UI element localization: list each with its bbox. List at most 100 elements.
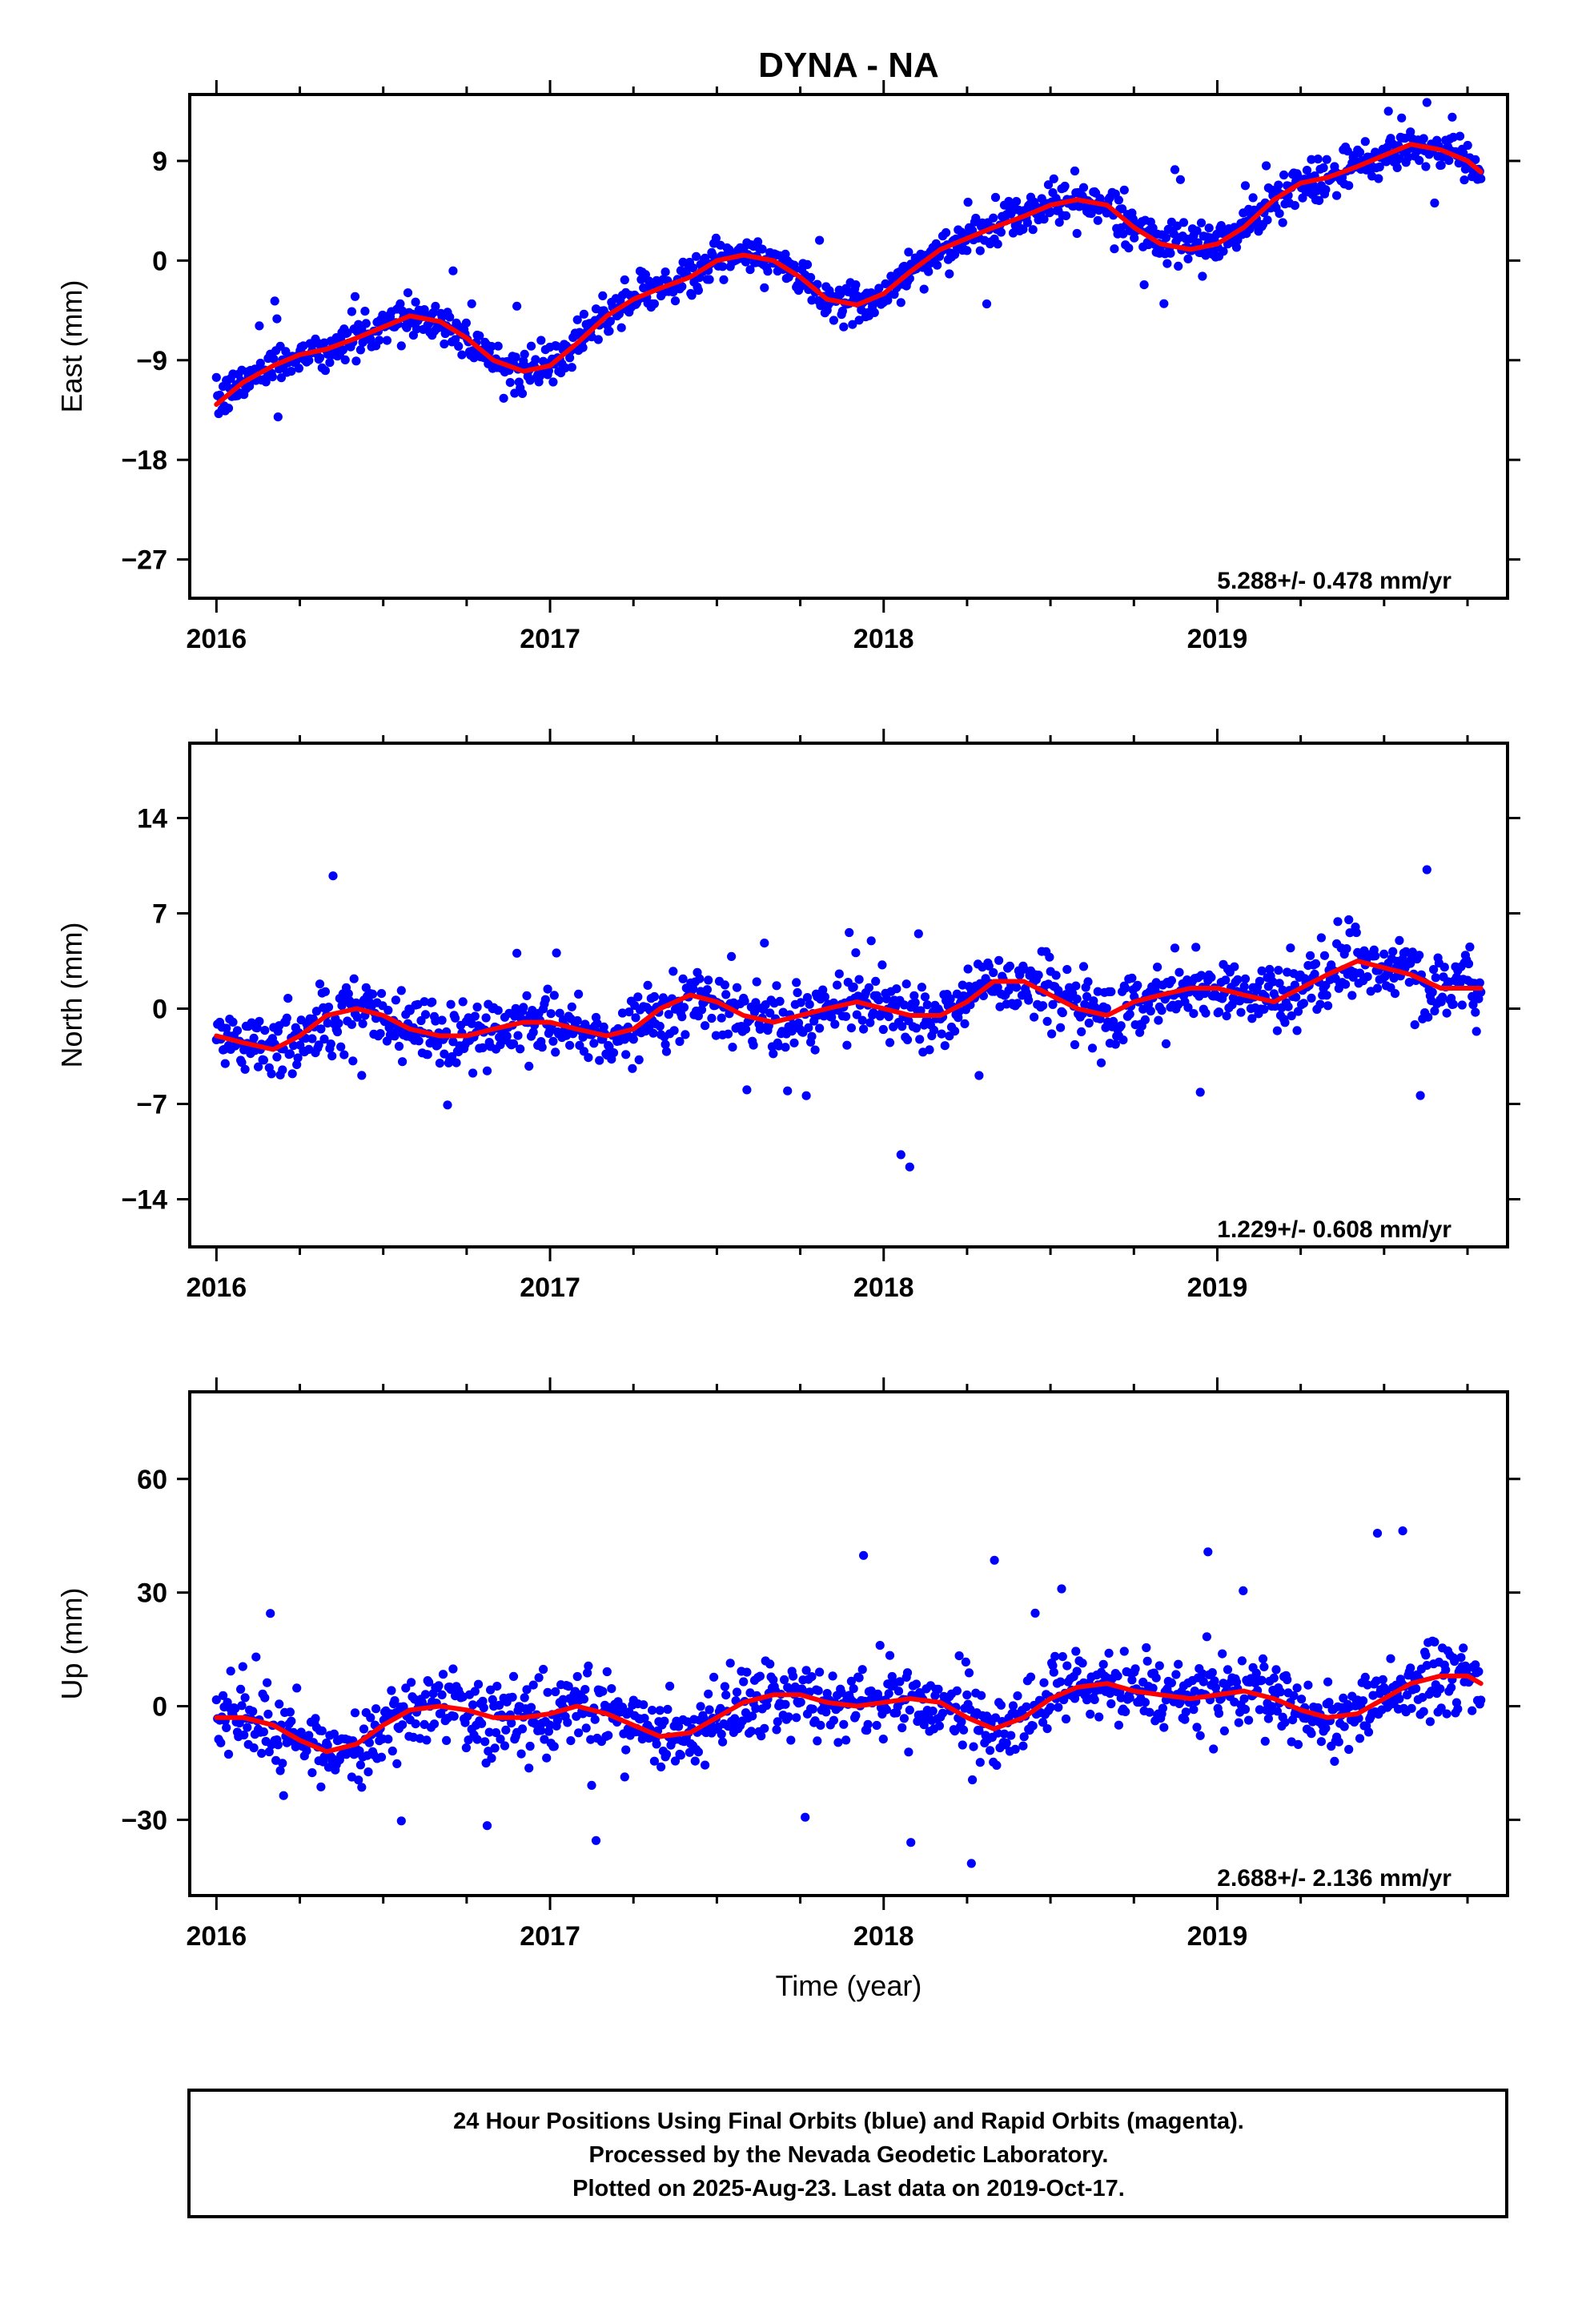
north-data-point [916,1006,926,1015]
east-data-point [975,246,985,255]
east-data-point [454,341,464,351]
north-data-points [211,865,1486,1172]
east-data-point [616,323,626,332]
north-data-point [470,1011,480,1021]
north-data-point [841,1011,851,1021]
north-data-point [1051,971,1061,980]
up-data-point [1251,1668,1261,1678]
north-data-point [1410,1020,1419,1030]
east-data-point [996,227,1006,237]
north-data-point [878,1024,888,1035]
north-data-point [1371,951,1380,961]
x-axis-label: Time (year) [776,1969,922,2002]
up-data-point [620,1772,629,1782]
east-data-point [1403,152,1413,162]
east-data-point [355,345,365,355]
up-data-point [1022,1702,1031,1711]
up-data-point [1419,1707,1428,1716]
east-data-point [403,288,413,298]
north-data-point [1058,1008,1067,1018]
up-data-point [1181,1707,1191,1717]
east-data-point [851,280,861,290]
up-data-point [1476,1695,1486,1705]
east-data-point [475,331,484,340]
east-data-point [745,265,755,275]
east-data-point [1422,98,1431,107]
north-data-point [572,1015,582,1026]
north-data-point [905,1162,914,1172]
east-data-point [567,363,576,372]
north-data-point [320,987,330,996]
north-data-point [984,961,994,971]
north-data-point [913,929,923,939]
up-data-point [977,1691,986,1700]
north-data-point [323,1003,334,1012]
north-x-tick-label: 2017 [520,1273,580,1303]
up-data-point [263,1709,273,1719]
north-data-point [1214,1007,1224,1017]
east-data-point [1172,221,1182,231]
east-data-point [1471,155,1480,164]
up-data-point [235,1718,244,1728]
north-data-point [1024,995,1034,1005]
north-data-point [1106,987,1116,996]
north-data-point [881,994,891,1003]
north-data-point [621,1050,631,1059]
north-data-point [1047,1029,1057,1039]
up-data-point [693,1747,704,1757]
east-data-point [1419,134,1428,143]
north-data-point [704,975,713,985]
up-data-point [660,1716,669,1726]
north-data-point [852,1010,861,1019]
up-data-point [773,1717,782,1727]
east-x-tick-label: 2018 [853,624,914,654]
north-data-point [237,1058,247,1068]
north-data-point [508,1039,519,1048]
up-data-point [401,1683,411,1693]
up-data-point [496,1735,505,1744]
north-data-point [1471,1007,1480,1017]
north-data-point [339,1050,349,1059]
north-data-point [608,1048,619,1058]
up-data-point [1057,1584,1066,1594]
east-data-point [1093,215,1102,225]
up-data-point [996,1700,1006,1710]
east-data-point [531,355,540,364]
up-data-point [1271,1665,1281,1675]
up-data-point [1289,1691,1299,1701]
north-data-point [1189,1009,1199,1019]
north-data-point [327,1051,337,1061]
north-data-point [315,979,325,989]
east-data-point [989,213,998,223]
up-data-point [264,1747,274,1757]
north-data-point [343,989,353,999]
north-data-point [617,1008,628,1018]
north-data-point [675,1036,685,1047]
north-data-point [869,1008,878,1018]
north-data-point [628,1063,637,1073]
up-data-point [507,1719,516,1728]
east-data-point [315,353,325,363]
east-data-point [1315,195,1324,205]
north-data-point [1127,973,1137,983]
up-y-tick-label: 30 [137,1578,167,1609]
north-data-point [367,989,378,999]
up-data-point [769,1675,778,1685]
up-data-point [1058,1652,1067,1662]
up-data-point [366,1713,375,1723]
north-data-point [1283,967,1292,977]
north-data-point [1333,917,1343,927]
north-data-point [865,1018,875,1027]
north-data-point [834,969,844,979]
up-data-point [1334,1737,1343,1747]
north-data-point [937,1029,946,1039]
up-data-point [1113,1671,1122,1681]
north-data-point [1347,991,1357,1000]
north-data-point [1430,1006,1439,1015]
east-data-point [255,321,264,331]
up-data-point [674,1722,684,1731]
up-data-point [424,1678,434,1687]
east-data-point [304,356,314,365]
north-data-point [516,1044,525,1054]
north-data-point [807,1031,817,1041]
